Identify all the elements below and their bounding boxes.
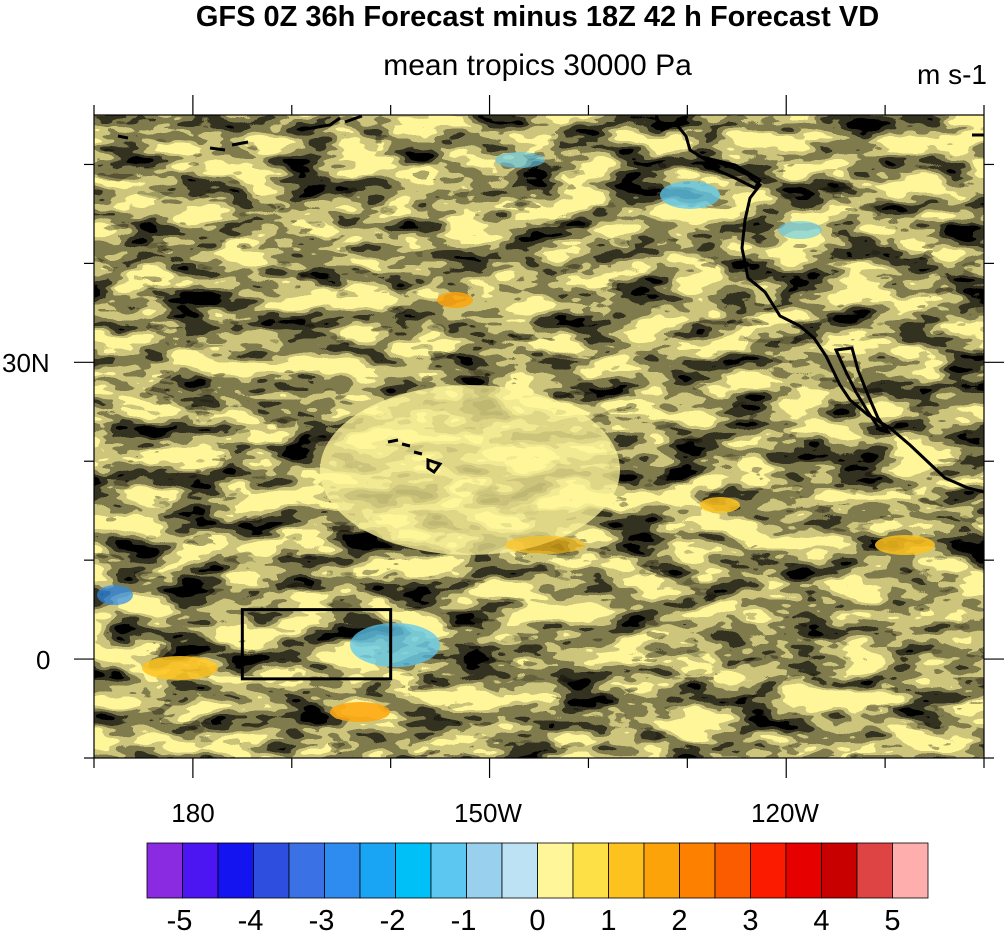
- coastlines: [117, 115, 984, 494]
- colorbar-swatch: [253, 842, 290, 899]
- patch: [350, 623, 440, 667]
- chart-title: GFS 0Z 36h Forecast minus 18Z 42 h Forec…: [195, 1, 880, 33]
- x-tick-label-180: 180: [171, 798, 215, 828]
- baja-california-coastline: [833, 346, 892, 435]
- colorbar-swatch: [856, 842, 893, 899]
- colorbar-label: -3: [308, 905, 335, 937]
- north-america-coastline: [654, 115, 984, 494]
- colorbar-swatch: [679, 842, 716, 899]
- hawaiian-islands: [387, 438, 443, 475]
- colorbar-label: 4: [813, 905, 830, 937]
- patch: [875, 535, 935, 555]
- colorbar-label: 2: [671, 905, 688, 937]
- colorbar-swatch: [324, 842, 361, 899]
- contour-field: [94, 115, 984, 758]
- chart-subtitle: mean tropics 30000 Pa: [383, 49, 692, 82]
- colorbar-swatch: [537, 842, 574, 899]
- colorbar-swatch: [146, 842, 183, 899]
- colorbar-label: 0: [529, 905, 546, 937]
- tick-marks: [74, 95, 1004, 778]
- colorbar-label: 5: [884, 905, 901, 937]
- colorbar-swatch: [643, 842, 680, 899]
- patch: [495, 152, 545, 168]
- x-tick-label-120w: 120W: [751, 798, 819, 828]
- aleutian-islands: [117, 115, 984, 152]
- colorbar-swatch: [572, 842, 609, 899]
- colorbar-label: -2: [379, 905, 406, 937]
- colorbar-swatch: [501, 842, 538, 899]
- patch: [330, 702, 390, 722]
- patch: [142, 656, 218, 680]
- colorbar-swatch: [359, 842, 396, 899]
- patch: [778, 221, 822, 239]
- units-label: m s-1: [917, 59, 987, 90]
- colorbar-swatch: [608, 842, 645, 899]
- colorbar-label: -4: [237, 905, 264, 937]
- colorbar-swatch: [750, 842, 787, 899]
- y-tick-label-30n: 30N: [2, 348, 50, 378]
- colorbar-swatch: [714, 842, 751, 899]
- colorbar-swatch: [466, 842, 503, 899]
- patch: [700, 497, 740, 513]
- patch: [660, 181, 720, 209]
- colorbar-label: 3: [742, 905, 759, 937]
- patch: [437, 292, 473, 308]
- colorbar-swatch: [288, 842, 325, 899]
- patch: [505, 536, 585, 554]
- colorbar: [146, 842, 929, 899]
- colorbar-swatch: [821, 842, 858, 899]
- colorbar-label: -1: [450, 905, 477, 937]
- colorbar-swatch: [217, 842, 254, 899]
- colorbar-swatch: [182, 842, 219, 899]
- colorbar-label: -5: [166, 905, 193, 937]
- bay-coastline: [702, 155, 763, 190]
- colorbar-swatch: [785, 842, 822, 899]
- x-tick-label-150w: 150W: [454, 798, 522, 828]
- central-positive-region: [320, 385, 620, 555]
- colorbar-swatch: [892, 842, 929, 899]
- patch: [97, 585, 133, 605]
- colorbar-swatch: [430, 842, 467, 899]
- highlight-box: [240, 608, 393, 681]
- colorbar-swatch: [395, 842, 432, 899]
- colorbar-label: 1: [600, 905, 617, 937]
- y-tick-label-0: 0: [36, 645, 51, 675]
- plot-frame: [93, 114, 985, 759]
